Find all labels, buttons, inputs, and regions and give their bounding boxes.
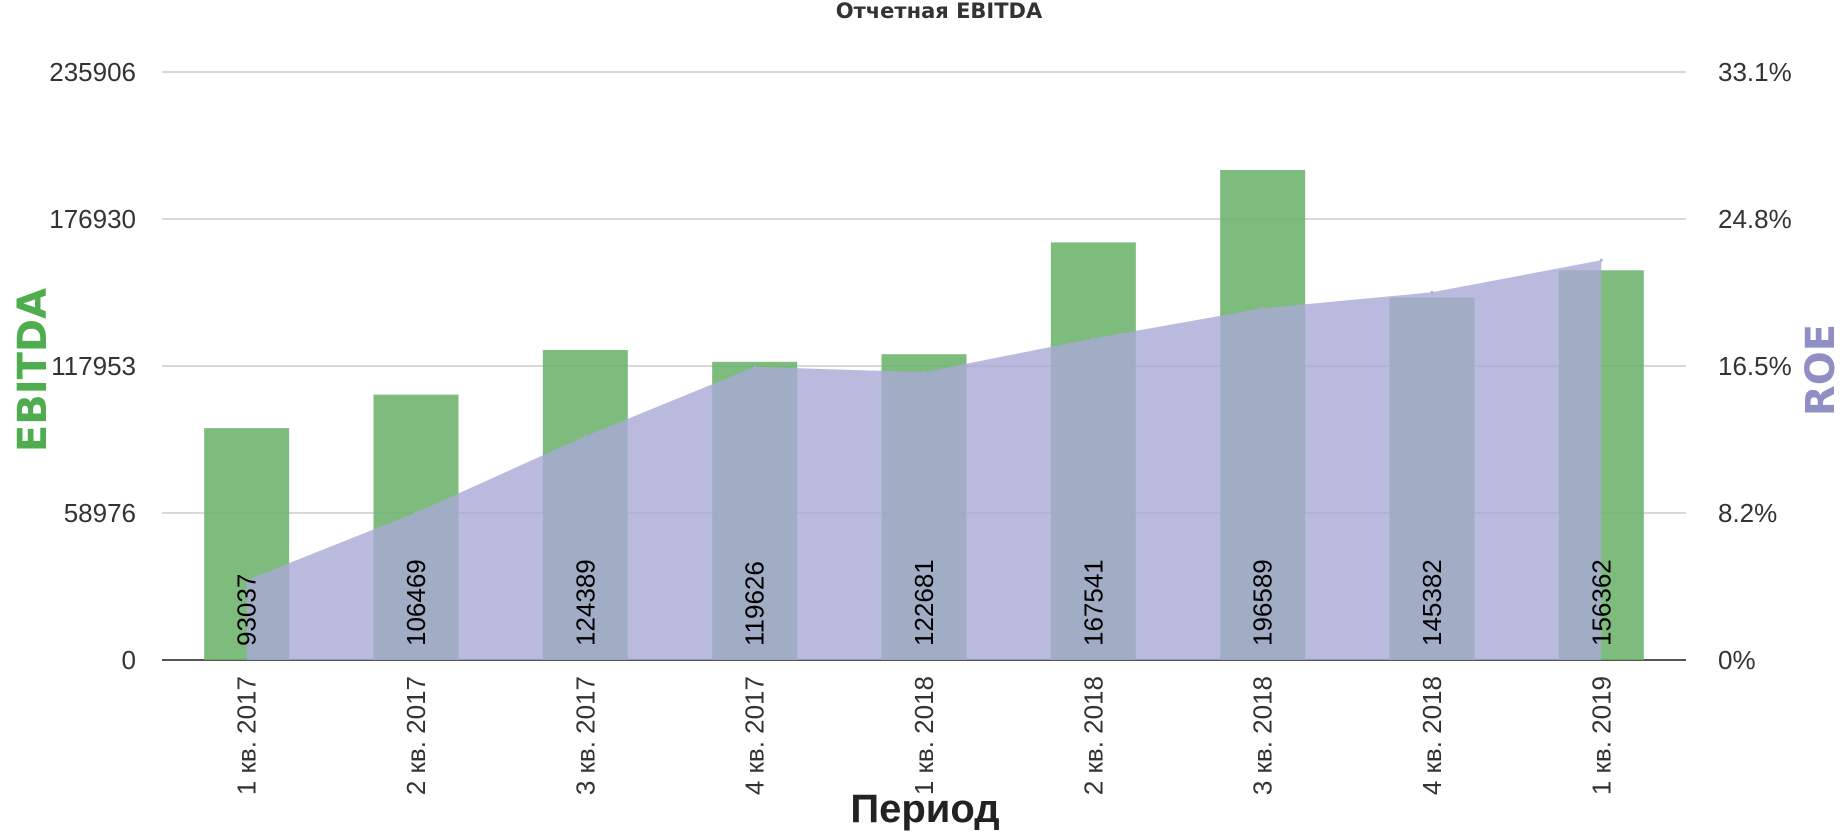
x-tick-label: 1 кв. 2019 — [1586, 676, 1616, 795]
x-tick-label: 4 кв. 2017 — [740, 676, 770, 795]
x-tick-label: 2 кв. 2018 — [1078, 676, 1108, 795]
bar-value-label: 119626 — [740, 561, 770, 646]
roe-point — [1599, 258, 1603, 262]
bar-value-label: 156362 — [1586, 559, 1616, 646]
y-right-tick-label: 16.5% — [1718, 351, 1792, 381]
roe-point — [753, 365, 757, 369]
bar-value-label: 145382 — [1417, 559, 1447, 646]
y-right-tick-label: 24.8% — [1718, 204, 1792, 234]
chart-title: Отчетная EBITDA — [836, 0, 1043, 23]
bar-value-label: 93037 — [232, 574, 262, 646]
y-left-tick-label: 176930 — [49, 204, 136, 234]
roe-area — [245, 258, 1603, 660]
x-tick-label: 1 кв. 2018 — [909, 676, 939, 795]
bar-value-label: 106469 — [401, 559, 431, 646]
roe-point — [583, 434, 587, 438]
y-left-tick-label: 235906 — [49, 57, 136, 87]
x-tick-label: 4 кв. 2018 — [1417, 676, 1447, 795]
y-right-tick-label: 8.2% — [1718, 498, 1777, 528]
bar-value-label: 124389 — [570, 559, 600, 646]
roe-area-fill — [246, 260, 1602, 660]
x-axis-label: Период — [850, 787, 999, 831]
roe-point — [1261, 306, 1265, 310]
y-left-tick-label: 0 — [122, 645, 136, 675]
y-axis-left-ticks: 0 58976 117953 176930 235906 — [49, 57, 136, 675]
x-tick-label: 3 кв. 2017 — [570, 676, 600, 795]
y-right-tick-label: 33.1% — [1718, 57, 1792, 87]
y-left-tick-label: 117953 — [51, 351, 136, 381]
roe-point — [1430, 290, 1434, 294]
bar-value-label: 122681 — [909, 559, 939, 646]
x-axis-ticks: 1 кв. 2017 2 кв. 2017 3 кв. 2017 4 кв. 2017… — [232, 676, 1617, 795]
y-left-tick-label: 58976 — [64, 498, 136, 528]
y-axis-right-label: ROE — [1798, 324, 1844, 416]
y-right-tick-label: 0% — [1718, 645, 1756, 675]
x-tick-label: 3 кв. 2018 — [1248, 676, 1278, 795]
roe-point — [414, 511, 418, 515]
y-axis-right-ticks: 0% 8.2% 16.5% 24.8% 33.1% — [1718, 57, 1792, 675]
bar-value-label: 196589 — [1248, 559, 1278, 646]
bar-value-label: 167541 — [1078, 559, 1108, 646]
data-labels: 93037 106469 124389 119626 122681 167541 19658… — [232, 559, 1617, 646]
roe-point — [922, 370, 926, 374]
y-axis-left-label: EBITDA — [10, 288, 56, 452]
roe-point — [1091, 336, 1095, 340]
x-tick-label: 2 кв. 2017 — [401, 676, 431, 795]
roe-point — [245, 578, 249, 582]
x-tick-label: 1 кв. 2017 — [232, 676, 262, 795]
